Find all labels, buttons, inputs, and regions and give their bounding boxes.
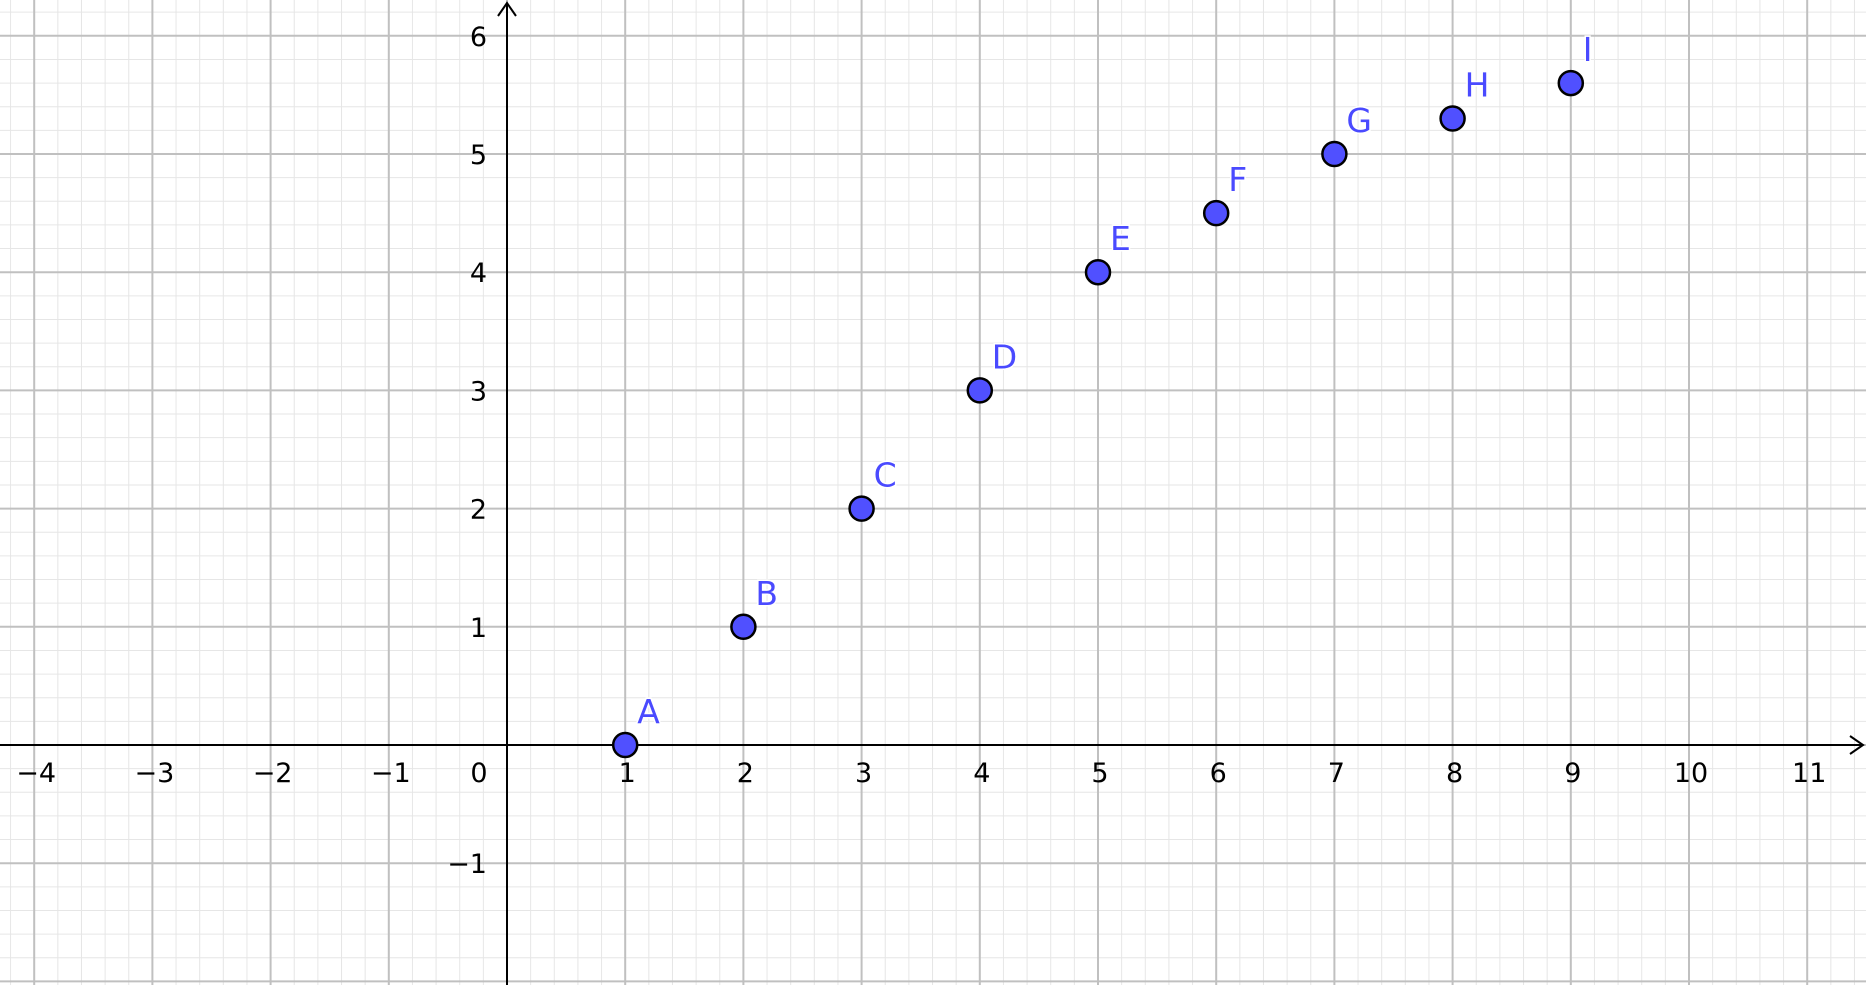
y-axis-arrow — [497, 1, 517, 17]
point-label-a: A — [637, 692, 660, 731]
point-a[interactable] — [611, 731, 639, 759]
point-e[interactable] — [1084, 258, 1112, 286]
point-d[interactable] — [966, 377, 994, 404]
point-f[interactable] — [1202, 199, 1230, 227]
point-label-e: E — [1110, 219, 1131, 258]
x-tick-label: 10 — [1674, 758, 1708, 789]
x-tick-label: −1 — [371, 758, 411, 789]
point-label-b: B — [755, 574, 778, 613]
x-tick-label: 6 — [1210, 758, 1227, 789]
point-c[interactable] — [848, 495, 875, 522]
point-h[interactable] — [1439, 105, 1466, 132]
x-tick-label: −2 — [253, 758, 293, 789]
point-label-g: G — [1346, 101, 1372, 140]
point-label-f: F — [1228, 160, 1247, 199]
point-label-i: I — [1583, 30, 1593, 69]
y-tick-label: −1 — [447, 849, 487, 880]
x-axis-arrow — [1849, 735, 1865, 755]
data-points: A B C D E F G H I — [611, 29, 1594, 759]
y-tick-label: 2 — [470, 495, 487, 526]
y-tick-label: 6 — [470, 22, 487, 53]
x-tick-label: 7 — [1328, 758, 1345, 789]
x-tick-label: 2 — [737, 758, 754, 789]
point-label-d: D — [992, 337, 1017, 376]
x-tick-label: 11 — [1792, 758, 1826, 789]
x-tick-label: 5 — [1091, 758, 1108, 789]
x-tick-label: 4 — [973, 758, 990, 789]
point-label-h: H — [1465, 66, 1490, 105]
y-tick-label: 4 — [470, 258, 487, 289]
x-tick-label: −4 — [16, 758, 56, 789]
x-tick-label: 8 — [1446, 758, 1463, 789]
point-i[interactable] — [1557, 69, 1585, 97]
x-tick-label: 9 — [1564, 758, 1581, 789]
tick-labels: −4 −3 −2 −1 1 2 3 4 5 6 7 8 9 10 11 0 −1 1 2 3 4 5 6 — [16, 22, 1826, 880]
point-label-c: C — [874, 456, 897, 495]
x-tick-label: 3 — [855, 758, 872, 789]
x-tick-label: −3 — [134, 758, 174, 789]
y-tick-label: 5 — [470, 140, 487, 171]
point-b[interactable] — [730, 613, 757, 641]
x-tick-label: 1 — [619, 758, 636, 789]
y-tick-label: 3 — [470, 376, 487, 407]
origin-label: 0 — [470, 758, 487, 789]
point-g[interactable] — [1321, 140, 1348, 168]
y-tick-label: 1 — [470, 613, 487, 644]
